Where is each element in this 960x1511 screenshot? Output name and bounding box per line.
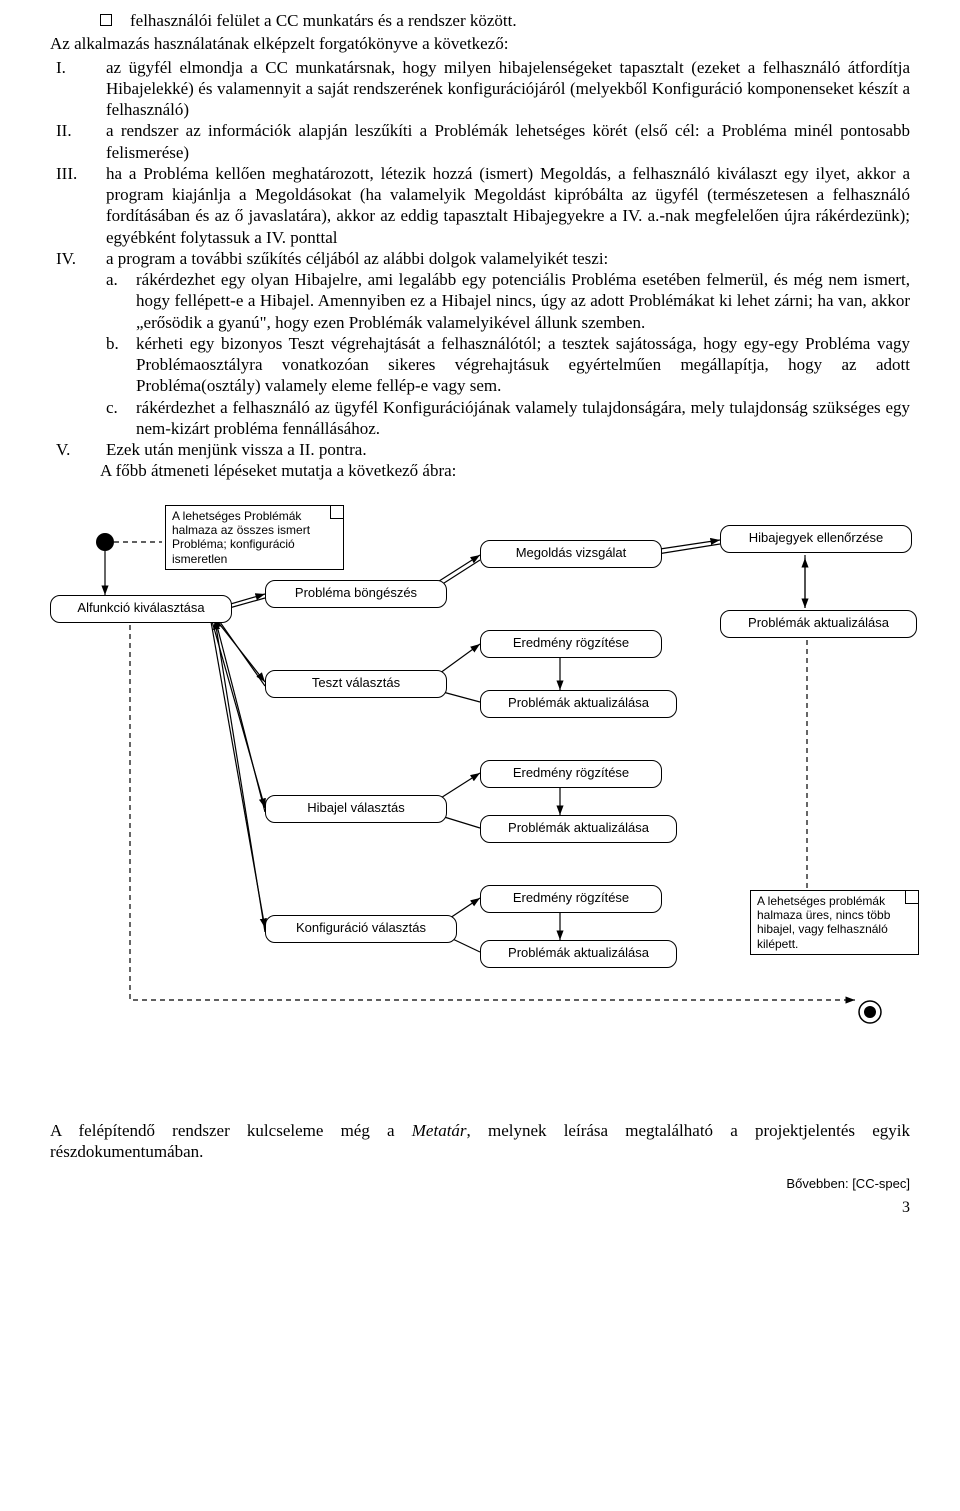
alpha-letter: b.: [100, 333, 136, 397]
reference-line: Bővebben: [CC-spec]: [50, 1176, 910, 1192]
alpha-list: a.rákérdezhet egy olyan Hibajelre, ami l…: [100, 269, 910, 439]
state-node-hibajel_valasztas: Hibajel választás: [265, 795, 447, 823]
roman-body: Ezek után menjünk vissza a II. pontra.: [106, 439, 910, 460]
roman-list: I.az ügyfél elmondja a CC munkatársnak, …: [50, 57, 910, 482]
note-corner-icon: [330, 506, 343, 519]
bullet-box-icon: [100, 14, 112, 26]
roman-item: V.Ezek után menjünk vissza a II. pontra.: [50, 439, 910, 460]
state-node-eredmeny2: Eredmény rögzítése: [480, 760, 662, 788]
state-node-eredmeny1: Eredmény rögzítése: [480, 630, 662, 658]
footer-paragraph: A felépítendő rendszer kulcseleme még a …: [50, 1120, 910, 1163]
state-node-problema_bongeszes: Probléma böngészés: [265, 580, 447, 608]
end-note: A lehetséges problémák halmaza üres, nin…: [750, 890, 919, 956]
footer-text-span: A felépítendő rendszer kulcseleme még a …: [50, 1121, 910, 1161]
state-node-hibajegyek: Hibajegyek ellenőrzése: [720, 525, 912, 553]
roman-numeral: V.: [50, 439, 106, 460]
roman-numeral: I.: [50, 57, 106, 121]
roman-item: III.ha a Probléma kellően meghatározott,…: [50, 163, 910, 248]
note-corner-icon: [905, 891, 918, 904]
state-node-alfunkcio: Alfunkció kiválasztása: [50, 595, 232, 623]
alpha-letter: c.: [100, 397, 136, 440]
state-node-problemak_akt1: Problémák aktualizálása: [480, 690, 677, 718]
roman-body: ha a Probléma kellően meghatározott, lét…: [106, 163, 910, 248]
alpha-body: kérheti egy bizonyos Teszt végrehajtását…: [136, 333, 910, 397]
alpha-item: b.kérheti egy bizonyos Teszt végrehajtás…: [100, 333, 910, 397]
state-node-konfig_valasztas: Konfiguráció választás: [265, 915, 457, 943]
roman-numeral: II.: [50, 120, 106, 163]
state-node-teszt_valasztas: Teszt választás: [265, 670, 447, 698]
alpha-body: rákérdezhet a felhasználó az ügyfél Konf…: [136, 397, 910, 440]
roman-item: I.az ügyfél elmondja a CC munkatársnak, …: [50, 57, 910, 121]
roman-body: a rendszer az információk alapján leszűk…: [106, 120, 910, 163]
roman-body: a program a további szűkítés céljából az…: [106, 248, 910, 269]
roman-item: IV.a program a további szűkítés céljából…: [50, 248, 910, 269]
state-node-problemak_akt_r: Problémák aktualizálása: [720, 610, 917, 638]
state-node-problemak_akt2: Problémák aktualizálása: [480, 815, 677, 843]
alpha-letter: a.: [100, 269, 136, 333]
alpha-item: c.rákérdezhet a felhasználó az ügyfél Ko…: [100, 397, 910, 440]
bullet-text: felhasználói felület a CC munkatárs és a…: [130, 10, 517, 31]
state-diagram: Alfunkció kiválasztása Probléma böngészés…: [50, 500, 910, 1040]
intro-text: Az alkalmazás használatának elképzelt fo…: [50, 33, 910, 54]
state-node-problemak_akt3: Problémák aktualizálása: [480, 940, 677, 968]
state-node-megoldas_vizsgalat: Megoldás vizsgálat: [480, 540, 662, 568]
roman-body: az ügyfél elmondja a CC munkatársnak, ho…: [106, 57, 910, 121]
state-node-eredmeny3: Eredmény rögzítése: [480, 885, 662, 913]
start-note: A lehetséges Problémák halmaza az összes…: [165, 505, 344, 571]
closing-line: A főbb átmeneti lépéseket mutatja a köve…: [100, 460, 910, 481]
alpha-body: rákérdezhet egy olyan Hibajelre, ami leg…: [136, 269, 910, 333]
roman-numeral: IV.: [50, 248, 106, 269]
page-number: 3: [50, 1198, 910, 1218]
alpha-item: a.rákérdezhet egy olyan Hibajelre, ami l…: [100, 269, 910, 333]
bullet-item: felhasználói felület a CC munkatárs és a…: [100, 10, 910, 31]
roman-numeral: III.: [50, 163, 106, 248]
roman-item: II.a rendszer az információk alapján les…: [50, 120, 910, 163]
